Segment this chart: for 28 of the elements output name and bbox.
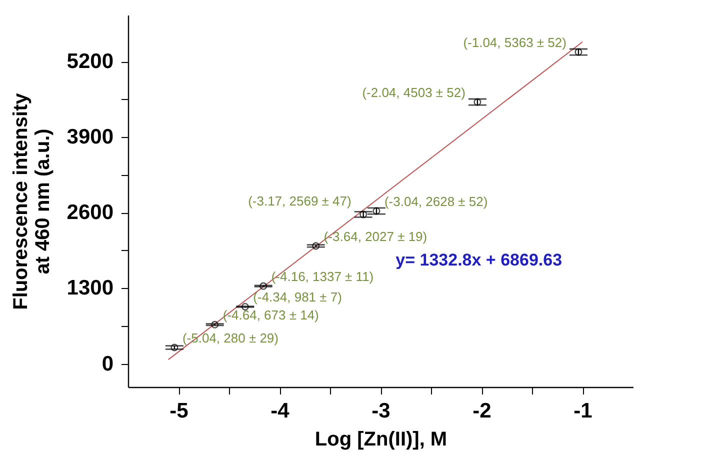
- x-tick-label: -5: [170, 400, 189, 422]
- y-tick-label: 1300: [66, 276, 114, 300]
- point: [241, 302, 249, 310]
- annotation: (-2.04, 4503 ± 52): [362, 85, 466, 100]
- y-tick-label: 3900: [66, 126, 114, 149]
- x-axis-title: Log [Zn(II)], M: [314, 428, 448, 450]
- x-tick-label: -1: [574, 400, 593, 422]
- point: [474, 98, 482, 106]
- point: [312, 242, 320, 250]
- point: [260, 282, 268, 290]
- annotation: y= 1332.8x + 6869.63: [396, 250, 562, 270]
- point: [372, 207, 380, 215]
- annotation: (-3.04, 2628 ± 52): [384, 194, 488, 209]
- point: [574, 48, 582, 56]
- y-tick-label: 5200: [66, 50, 114, 73]
- x-tick-label: -4: [270, 400, 290, 422]
- annotation: (-4.34, 981 ± 7): [253, 290, 342, 305]
- point: [211, 320, 219, 328]
- point: [170, 344, 178, 352]
- y-tick-label: 2600: [66, 201, 114, 224]
- y-axis-title: Fluorescence intensity at 460 nm (a.u.): [10, 92, 54, 310]
- x-tick-label: -3: [372, 400, 390, 422]
- annotation: (-3.17, 2569 ± 47): [248, 193, 352, 208]
- point: [360, 210, 368, 218]
- annotation: (-4.64, 673 ± 14): [222, 308, 319, 323]
- x-tick-label: -2: [472, 400, 492, 422]
- y-tick-label: 0: [102, 352, 114, 376]
- annotation: (-1.04, 5363 ± 52): [463, 35, 566, 50]
